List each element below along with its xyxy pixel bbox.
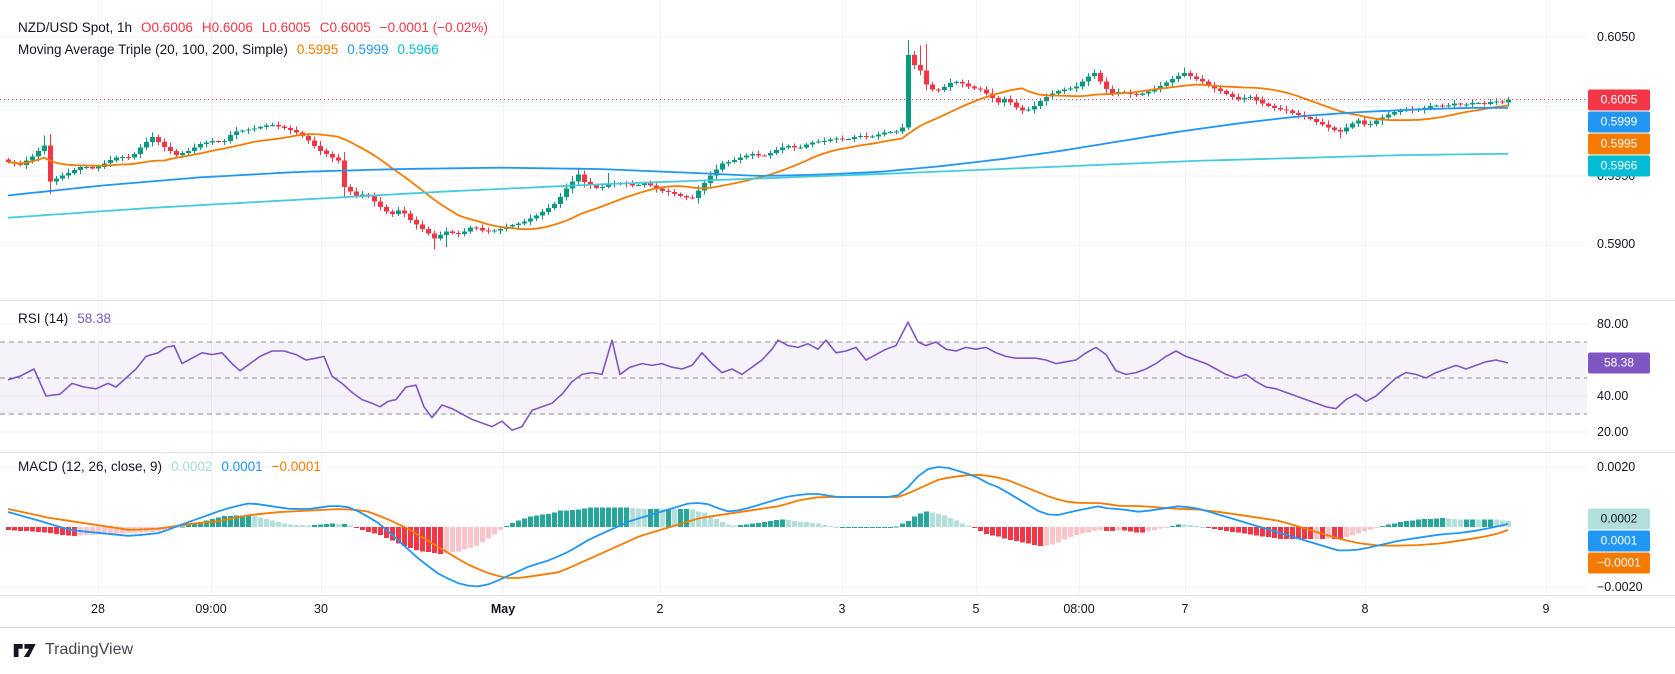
- axis-label: 0.5900: [1597, 237, 1636, 251]
- macd-label: MACD (12, 26, close, 9): [18, 459, 163, 474]
- macd-signal-value: −0.0001: [271, 459, 321, 474]
- time-label: 7: [1181, 602, 1189, 616]
- watermark-text: TradingView: [45, 641, 134, 658]
- ma-triple-label: Moving Average Triple (20, 100, 200, Sim…: [18, 42, 288, 57]
- ma20-badge: 0.5995: [1588, 133, 1650, 155]
- price-pane[interactable]: [0, 39, 1587, 250]
- time-label: 9: [1542, 602, 1550, 616]
- price-change: −0.0001 (−0.02%): [379, 20, 488, 35]
- ohlc-low: L0.6005: [261, 20, 311, 35]
- chart-canvas[interactable]: [0, 0, 1675, 628]
- axis-label: −0.0020: [1597, 580, 1643, 594]
- rsi-value: 58.38: [77, 311, 112, 326]
- rsi-legend[interactable]: RSI (14) 58.38: [18, 311, 111, 326]
- macd-hist-badge: 0.0002: [1588, 508, 1650, 530]
- macd-legend[interactable]: MACD (12, 26, close, 9) 0.0002 0.0001 −0…: [18, 459, 321, 474]
- macd-line-badge: 0.0001: [1588, 530, 1650, 552]
- ohlc-high: H0.6006: [201, 20, 253, 35]
- macd-line: [7, 466, 1509, 588]
- symbol-title: NZD/USD Spot, 1h: [18, 20, 133, 35]
- time-label: 30: [314, 602, 328, 616]
- time-label: 28: [91, 602, 105, 616]
- ma100-badge: 0.5999: [1588, 111, 1650, 133]
- last-price-badge: 0.6005: [1588, 89, 1650, 111]
- axis-label: 40.00: [1597, 389, 1629, 403]
- axis-label: 0.6050: [1597, 30, 1636, 44]
- time-label: 3: [838, 602, 846, 616]
- ma200-badge: 0.5966: [1588, 155, 1650, 177]
- rsi-pane[interactable]: [0, 321, 1587, 432]
- time-label: May: [490, 602, 516, 616]
- time-label: 5: [972, 602, 980, 616]
- macd-signal-badge: −0.0001: [1588, 552, 1650, 574]
- axis-label: 80.00: [1597, 317, 1629, 331]
- time-label: 08:00: [1063, 602, 1095, 616]
- ohlc-open: O0.6006: [141, 20, 193, 35]
- macd-histogram: [6, 507, 1511, 554]
- time-label: 09:00: [195, 602, 227, 616]
- macd-pane[interactable]: [6, 466, 1511, 588]
- axis-label: 20.00: [1597, 425, 1629, 439]
- rsi-label: RSI (14): [18, 311, 69, 326]
- time-label: 8: [1361, 602, 1369, 616]
- ma-triple-legend[interactable]: Moving Average Triple (20, 100, 200, Sim…: [18, 42, 439, 57]
- rsi-line: [7, 321, 1509, 432]
- ma200-value: 0.5966: [397, 42, 439, 57]
- macd-hist-value: 0.0002: [171, 459, 213, 474]
- tradingview-logo-icon: [13, 643, 36, 657]
- ma100-value: 0.5999: [347, 42, 389, 57]
- sma100-line: [7, 107, 1508, 197]
- candles-layer: [6, 39, 1511, 250]
- time-label: 2: [656, 602, 664, 616]
- price-axis[interactable]: 0.60500.59500.590080.0040.0020.000.0020−…: [1587, 0, 1675, 595]
- rsi-badge: 58.38: [1588, 352, 1650, 374]
- ohlc-close: C0.6005: [319, 20, 371, 35]
- ma20-value: 0.5995: [296, 42, 339, 57]
- sma200-line: [7, 152, 1509, 219]
- axis-label: 0.0020: [1597, 460, 1636, 474]
- tradingview-watermark[interactable]: TradingView: [12, 641, 133, 659]
- macd-line-value: 0.0001: [221, 459, 263, 474]
- time-axis[interactable]: 28 09:00 30 May 2 3 5 08:00 7 8 9: [0, 595, 1675, 628]
- macd-signal-line: [7, 473, 1509, 579]
- symbol-legend[interactable]: NZD/USD Spot, 1h O0.6006 H0.6006 L0.6005…: [18, 20, 488, 35]
